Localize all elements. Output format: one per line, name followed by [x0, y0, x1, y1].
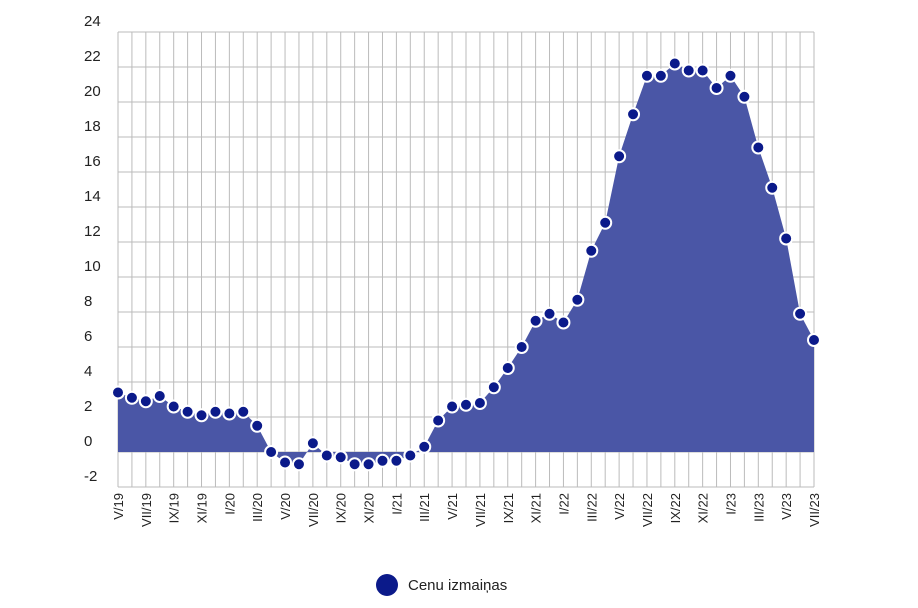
x-tick-label: XI/21	[529, 493, 544, 523]
x-tick-label: V/20	[278, 493, 293, 520]
x-tick-label: V/19	[111, 493, 126, 520]
data-point-VIII/22	[653, 68, 668, 83]
x-tick-label: I/22	[556, 493, 571, 515]
x-tick-label: I/20	[222, 493, 237, 515]
data-point-X/20	[347, 457, 362, 472]
data-point-VIII/20	[319, 448, 334, 463]
data-point-VIII/21	[486, 380, 501, 395]
legend-label: Cenu izmaiņas	[408, 576, 508, 594]
data-point-IX/19	[166, 399, 181, 414]
x-tick-label: IX/20	[334, 493, 349, 523]
data-point-IV/22	[598, 215, 613, 230]
data-point-I/20	[222, 406, 237, 421]
x-tick-label: IX/21	[501, 493, 516, 523]
data-point-VII/22	[639, 68, 654, 83]
data-point-III/21	[417, 439, 432, 454]
data-point-IX/22	[667, 56, 682, 71]
y-tick-label: 4	[84, 363, 92, 380]
x-tick-label: V/23	[779, 493, 794, 520]
data-point-VI/22	[626, 107, 641, 122]
x-tick-label: I/23	[723, 493, 738, 515]
data-point-III/20	[250, 418, 265, 433]
data-point-XI/22	[695, 63, 710, 78]
data-point-VI/23	[793, 306, 808, 321]
data-point-II/22	[570, 292, 585, 307]
data-point-IV/21	[431, 413, 446, 428]
x-tick-label: VII/19	[139, 493, 154, 527]
data-point-V/19	[111, 385, 125, 400]
y-tick-label: 8	[84, 293, 92, 310]
data-point-X/21	[514, 340, 529, 354]
y-tick-label: 14	[84, 188, 101, 205]
y-tick-label: -2	[84, 468, 97, 485]
data-point-II/20	[236, 404, 251, 419]
data-point-IV/23	[765, 180, 780, 195]
data-point-XII/21	[542, 306, 557, 321]
x-tick-label: IX/22	[668, 493, 683, 523]
data-point-IV/20	[264, 445, 279, 459]
legend-marker-icon	[376, 574, 398, 596]
x-tick-label: III/23	[751, 493, 766, 522]
data-point-XII/22	[709, 81, 724, 95]
x-tick-label: V/22	[612, 493, 627, 520]
data-point-V/20	[278, 455, 293, 470]
x-tick-label: XI/20	[362, 493, 377, 523]
data-point-VIII/19	[152, 389, 167, 403]
y-tick-label: 12	[84, 223, 101, 240]
data-point-XII/20	[375, 453, 390, 468]
x-tick-label: V/21	[445, 493, 460, 520]
y-tick-label: 24	[84, 13, 101, 30]
y-tick-label: 16	[84, 153, 101, 170]
data-point-IX/21	[500, 361, 515, 375]
x-tick-label: I/21	[389, 493, 404, 515]
x-tick-label: XI/22	[696, 493, 711, 523]
y-tick-label: 20	[84, 83, 101, 100]
x-tick-label: VII/21	[473, 493, 488, 527]
data-point-VII/19	[138, 394, 153, 409]
y-tick-label: 18	[84, 118, 101, 135]
data-point-X/19	[180, 404, 195, 419]
area-fill	[118, 63, 814, 465]
data-point-VII/20	[305, 436, 320, 451]
data-point-I/23	[723, 68, 738, 83]
data-point-II/23	[737, 89, 752, 104]
x-tick-label: VII/20	[306, 493, 321, 527]
data-point-V/22	[612, 149, 627, 164]
data-point-VI/20	[291, 457, 306, 472]
data-point-I/22	[556, 315, 571, 330]
y-tick-label: 2	[84, 398, 92, 415]
data-point-XI/19	[194, 408, 209, 423]
data-point-VII/23	[807, 333, 821, 347]
x-tick-label: III/20	[250, 493, 265, 522]
data-point-II/21	[403, 448, 418, 463]
x-axis-ticks: V/19 VII/19 IX/19 XI/19 I/20 III/20 V/20 VII/20…	[111, 493, 822, 527]
data-point-V/23	[779, 231, 794, 246]
y-tick-label: 22	[84, 48, 101, 65]
data-point-VII/21	[472, 396, 487, 410]
y-tick-label: 10	[84, 258, 101, 275]
y-tick-label: 0	[84, 433, 92, 450]
x-tick-label: III/22	[584, 493, 599, 522]
data-point-I/21	[389, 453, 404, 468]
data-points	[111, 56, 821, 472]
data-point-IX/20	[333, 450, 348, 465]
data-point-XI/21	[528, 313, 543, 328]
legend: Cenu izmaiņas	[376, 574, 507, 596]
data-point-V/21	[445, 399, 460, 414]
data-point-III/22	[584, 243, 599, 258]
y-tick-label: 6	[84, 328, 92, 345]
data-point-VI/21	[459, 397, 473, 412]
x-tick-label: VII/23	[807, 493, 822, 527]
data-point-III/23	[751, 140, 766, 155]
data-point-VI/19	[124, 390, 139, 405]
data-point-X/22	[681, 63, 696, 78]
x-tick-label: III/21	[417, 493, 432, 522]
x-tick-label: XI/19	[195, 493, 210, 523]
x-tick-label: IX/19	[167, 493, 182, 523]
x-tick-label: VII/22	[640, 493, 655, 527]
data-point-XII/19	[208, 404, 223, 419]
data-point-XI/20	[361, 457, 376, 472]
